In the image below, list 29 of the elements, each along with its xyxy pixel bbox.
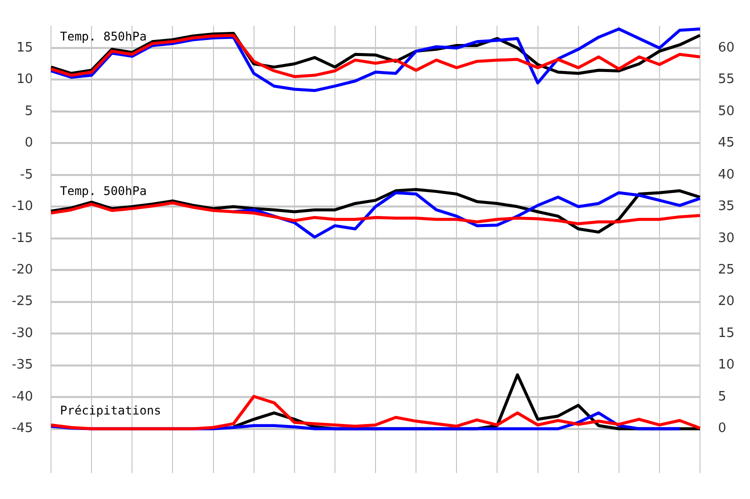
- y-tick-label: -15: [12, 230, 33, 246]
- y2-tick-label: 25: [718, 262, 735, 278]
- annotation: Précipitations: [60, 404, 162, 418]
- annotation: Temp. 500hPa: [60, 184, 147, 198]
- y2-tick-label: 45: [718, 136, 735, 151]
- y-tick-label: 15: [16, 40, 33, 56]
- annotation: Temp. 850hPa: [60, 30, 147, 44]
- y2-tick-label: 15: [718, 326, 735, 341]
- y2-tick-label: 20: [718, 294, 735, 310]
- y-tick-label: -20: [12, 262, 33, 278]
- y2-tick-label: 55: [718, 72, 735, 88]
- y-tick-label: -10: [12, 199, 33, 214]
- y2-tick-label: 30: [718, 230, 735, 246]
- y-tick-label: -25: [12, 294, 33, 310]
- y-tick-label: -45: [12, 421, 33, 436]
- y2-tick-label: 0: [718, 421, 726, 436]
- y2-tick-label: 50: [718, 104, 735, 119]
- y-tick-label: -5: [20, 167, 33, 182]
- y-tick-label: 0: [24, 136, 33, 151]
- y-tick-label: 10: [16, 72, 33, 88]
- y-tick-label: -30: [12, 326, 33, 341]
- y2-tick-label: 35: [718, 199, 735, 214]
- y-tick-label: 5: [24, 104, 33, 119]
- y2-tick-label: 5: [718, 389, 726, 404]
- y2-tick-label: 10: [718, 358, 735, 373]
- y2-tick-label: 60: [718, 40, 735, 56]
- y-tick-label: -40: [12, 389, 33, 404]
- y2-tick-label: 40: [718, 167, 735, 182]
- y-tick-label: -35: [12, 358, 33, 373]
